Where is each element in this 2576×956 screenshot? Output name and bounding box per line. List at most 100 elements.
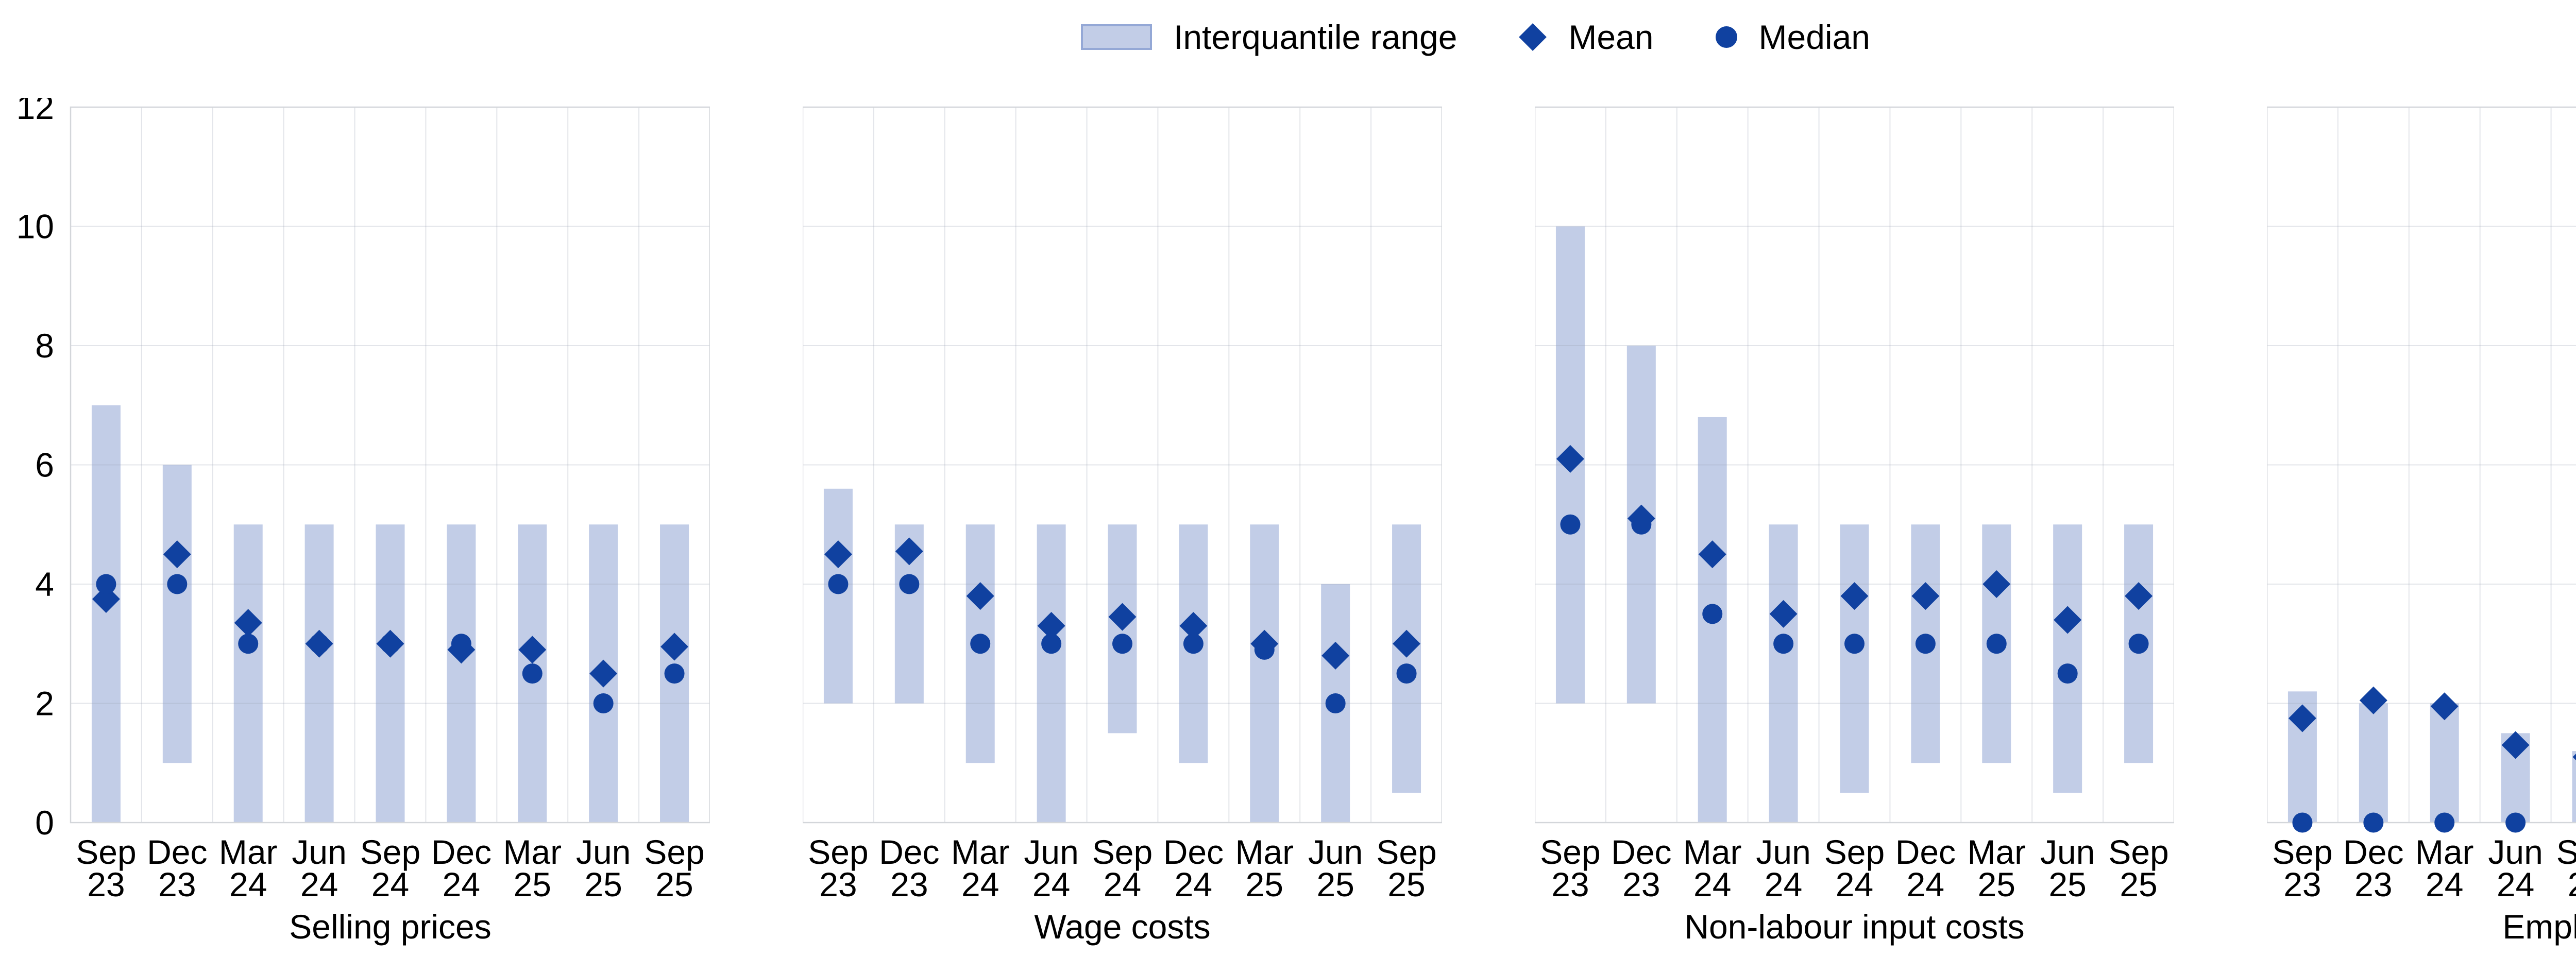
x-tick-month: Mar <box>951 833 1010 871</box>
x-tick-year: 25 <box>514 865 551 903</box>
median-circle-icon <box>1715 26 1737 48</box>
x-tick-year: 23 <box>1551 865 1589 903</box>
legend-label: Median <box>1758 18 1870 56</box>
x-tick-month: Jun <box>576 833 631 871</box>
x-tick-month: Mar <box>219 833 278 871</box>
mean-diamond-marker <box>660 633 689 661</box>
mean-diamond-icon <box>1519 23 1547 51</box>
x-tick-year: 25 <box>1387 865 1425 903</box>
median-circle-marker <box>2434 812 2455 833</box>
median-circle-marker <box>1702 604 1723 624</box>
panel-title: Wage costs <box>1034 908 1210 946</box>
x-tick-month: Jun <box>1024 833 1078 871</box>
mean-diamond-marker <box>2359 686 2387 714</box>
interquantile-bar <box>447 524 476 823</box>
chart-svg: Sep23Dec23Mar24Jun24Sep24Dec24Mar25Jun25… <box>1534 106 2175 946</box>
median-circle-marker <box>238 634 259 654</box>
median-circle-marker <box>970 634 991 654</box>
mean-diamond-marker <box>1911 582 1940 610</box>
chart-svg: 024681012Sep23Dec23Mar24Jun24Sep24Dec24M… <box>16 88 711 946</box>
y-tick-label: 0 <box>35 804 54 842</box>
x-tick-month: Jun <box>292 833 346 871</box>
x-tick-month: Mar <box>2415 833 2474 871</box>
median-circle-marker <box>2057 663 2078 684</box>
y-tick-label: 12 <box>16 98 54 126</box>
x-tick-month: Mar <box>1683 833 1742 871</box>
mean-diamond-marker <box>518 636 547 664</box>
y-tick-label: 8 <box>35 327 54 365</box>
median-circle-marker <box>309 634 330 654</box>
x-tick-year: 24 <box>1693 865 1731 903</box>
x-tick-year: 24 <box>1104 865 1141 903</box>
median-circle-marker <box>167 574 188 594</box>
median-circle-marker <box>451 634 471 654</box>
x-tick-year: 25 <box>1978 865 2015 903</box>
median-circle-marker <box>1041 634 1062 654</box>
x-tick-year: 24 <box>300 865 338 903</box>
mean-diamond-marker <box>1037 612 1065 640</box>
chart-svg: Sep23Dec23Mar24Jun24Sep24Dec24Mar25Jun25… <box>802 106 1443 946</box>
x-tick-month: Sep <box>1092 833 1153 871</box>
mean-diamond-marker <box>1321 641 1350 670</box>
x-tick-month: Jun <box>1756 833 1810 871</box>
x-tick-month: Dec <box>1895 833 1956 871</box>
x-tick-month: Mar <box>1235 833 1294 871</box>
x-tick-year: 23 <box>1622 865 1660 903</box>
mean-diamond-marker <box>1769 600 1798 628</box>
interquantile-bar <box>233 524 263 823</box>
median-circle-marker <box>1560 514 1581 535</box>
x-tick-year: 24 <box>229 865 267 903</box>
panel-title: Selling prices <box>289 908 492 946</box>
mean-diamond-marker <box>589 659 618 688</box>
x-tick-month: Sep <box>2272 833 2332 871</box>
mean-diamond-marker <box>1393 629 1421 658</box>
x-tick-year: 24 <box>443 865 480 903</box>
interquantile-bar <box>2359 703 2388 823</box>
x-tick-year: 25 <box>2048 865 2086 903</box>
x-tick-year: 25 <box>655 865 693 903</box>
mean-diamond-marker <box>2501 731 2530 759</box>
panel-employees: Sep23Dec23Mar24Jun24Sep24Dec24Mar25Jun25… <box>2266 98 2576 950</box>
charts-row: 0 2 4 6 8 10 12 Sep 23 Dec 23 Mar 24 Jun 24 Sep 24 Dec 24 M… <box>0 88 2576 950</box>
x-tick-year: 24 <box>1836 865 1873 903</box>
x-tick-month: Sep <box>2556 833 2576 871</box>
x-tick-month: Sep <box>76 833 136 871</box>
x-tick-year: 24 <box>1175 865 1212 903</box>
plot-area <box>2267 107 2576 823</box>
panel-wage-costs: Sep 23 Dec 23 Mar 24 Jun 24 Sep 24 Dec 24 Mar 25 Jun 25… <box>802 98 1443 950</box>
mean-diamond-marker <box>2125 582 2153 610</box>
x-tick-month: Sep <box>2108 833 2168 871</box>
interquantile-range-swatch-icon <box>1081 24 1152 50</box>
panel-title: Non-labour input costs <box>1684 908 2024 946</box>
median-circle-marker <box>2292 812 2313 833</box>
x-tick-year: 24 <box>2426 865 2463 903</box>
y-tick-label: 2 <box>35 685 54 723</box>
y-tick-label: 10 <box>16 208 54 246</box>
x-tick-year: 24 <box>2568 865 2576 903</box>
legend-item-mean: Mean <box>1519 18 1654 57</box>
legend-label: Mean <box>1568 18 1654 56</box>
median-circle-marker <box>1986 634 2007 654</box>
median-circle-marker <box>522 663 543 684</box>
interquantile-bar <box>376 524 405 823</box>
interquantile-bar <box>91 405 121 823</box>
median-circle-marker <box>2363 812 2384 833</box>
legend: Interquantile range Mean Median <box>0 18 2576 57</box>
interquantile-bar <box>1840 524 1869 793</box>
x-tick-year: 23 <box>2354 865 2392 903</box>
median-circle-marker <box>1773 634 1794 654</box>
interquantile-bar <box>1037 524 1066 823</box>
mean-diamond-marker <box>1982 570 2011 598</box>
x-tick-year: 25 <box>1246 865 1283 903</box>
median-circle-marker <box>1325 693 1346 713</box>
panel-title: Employees <box>2502 908 2576 946</box>
median-circle-marker <box>2505 812 2526 833</box>
median-circle-marker <box>664 663 685 684</box>
x-tick-month: Sep <box>1540 833 1600 871</box>
interquantile-bar <box>823 488 853 704</box>
mean-diamond-marker <box>92 585 120 613</box>
x-tick-year: 24 <box>371 865 409 903</box>
x-tick-year: 25 <box>1316 865 1354 903</box>
x-tick-month: Sep <box>360 833 420 871</box>
x-tick-month: Mar <box>1967 833 2026 871</box>
